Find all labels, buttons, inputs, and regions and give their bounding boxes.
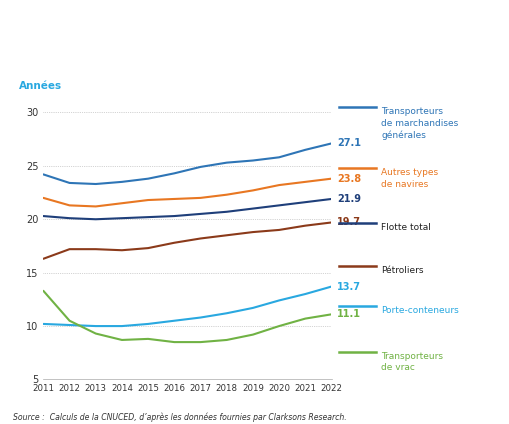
Text: Pétroliers: Pétroliers [381, 265, 423, 275]
Text: Années: Années [19, 81, 62, 91]
Text: 19.7: 19.7 [336, 218, 360, 227]
Text: Évolution de l’âge moyen des navires de commerce
avec pondération en fonction du: Évolution de l’âge moyen des navires de … [132, 5, 449, 44]
Text: Flotte total: Flotte total [381, 223, 430, 232]
Text: 27.1: 27.1 [336, 138, 360, 148]
Text: 13.7: 13.7 [336, 282, 360, 292]
Text: Porte-conteneurs: Porte-conteneurs [381, 306, 458, 315]
Text: Figure 4: Figure 4 [13, 17, 68, 29]
Text: 11.1: 11.1 [336, 310, 360, 319]
Text: Autres types
de navires: Autres types de navires [381, 168, 438, 189]
Text: Source :  Calculs de la CNUCED, d’après les données fournies par Clarksons Resea: Source : Calculs de la CNUCED, d’après l… [13, 413, 346, 422]
Text: 21.9: 21.9 [336, 194, 360, 204]
Text: 23.8: 23.8 [336, 174, 360, 184]
Text: Transporteurs
de marchandises
générales: Transporteurs de marchandises générales [381, 107, 458, 140]
Text: Transporteurs
de vrac: Transporteurs de vrac [381, 352, 442, 372]
